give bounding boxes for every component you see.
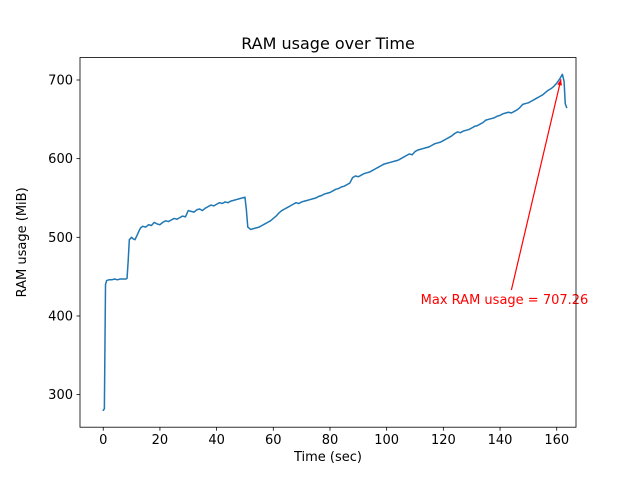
x-tick-label: 60 xyxy=(265,433,282,448)
x-tick-label: 20 xyxy=(152,433,169,448)
x-axis-label: Time (sec) xyxy=(293,450,362,465)
chart-title: RAM usage over Time xyxy=(241,34,415,53)
y-tick-label: 300 xyxy=(48,388,73,403)
x-tick-label: 140 xyxy=(488,433,513,448)
annotation-arrowhead xyxy=(557,79,562,86)
y-tick-label: 600 xyxy=(48,152,73,167)
axes-frame xyxy=(79,57,577,428)
x-tick-label: 100 xyxy=(374,433,399,448)
y-tick-label: 400 xyxy=(48,309,73,324)
annotation-arrow xyxy=(510,79,562,291)
x-tick-label: 80 xyxy=(322,433,339,448)
x-tick-label: 0 xyxy=(99,433,107,448)
ram-usage-line xyxy=(102,73,568,412)
y-tick-label: 500 xyxy=(48,231,73,246)
annotation-text: Max RAM usage = 707.26 xyxy=(421,293,589,308)
y-axis-label: RAM usage (MiB) xyxy=(15,187,30,297)
x-tick-label: 160 xyxy=(544,433,569,448)
x-tick-label: 120 xyxy=(431,433,456,448)
x-tick-label: 40 xyxy=(208,433,225,448)
y-tick-label: 700 xyxy=(48,73,73,88)
